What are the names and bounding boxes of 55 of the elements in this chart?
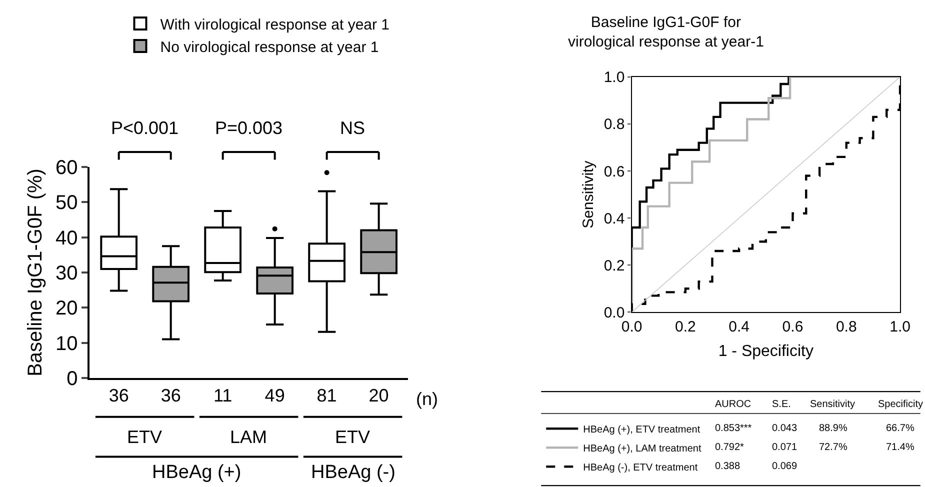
y-axis-title: Baseline IgG1-G0F (%) [24, 168, 46, 376]
legend-label: HBeAg (-), ETV treatment [583, 462, 698, 474]
text: AUROC [715, 399, 752, 410]
y-tick-label: 30 [55, 262, 78, 284]
legend-label: HBeAg (+), LAM treatment [583, 444, 702, 455]
text: LAM [230, 427, 268, 447]
text: ETV [335, 427, 370, 447]
text: 0.388 [715, 461, 740, 472]
x-tick-label: 49 [264, 386, 285, 406]
text: Specificity [878, 399, 924, 410]
text: S.E. [772, 399, 791, 410]
y-tick-label: 10 [55, 332, 78, 355]
x-tick-label: 20 [368, 386, 389, 406]
y-tick-label: 0 [66, 368, 78, 390]
x-tick-label: 0.8 [836, 318, 857, 336]
y-tick-label: 60 [55, 157, 78, 180]
text: 66.7% [886, 423, 914, 434]
x-axis-title: 1 - Specificity [718, 342, 814, 360]
text: 0.069 [772, 461, 798, 472]
y-tick-label: 40 [55, 227, 78, 250]
text: P=0.003 [215, 118, 283, 138]
text: 0.792* [715, 442, 744, 453]
x-tick-label: 81 [316, 386, 337, 406]
x-tick-label: 0.6 [782, 318, 804, 336]
text: 72.7% [819, 442, 848, 453]
y-tick-label: 1.0 [604, 69, 625, 86]
text: 0.071 [772, 442, 798, 453]
text: 71.4% [886, 442, 914, 453]
legend-label: No virological response at year 1 [160, 38, 379, 56]
x-tick-label: 0.2 [674, 318, 696, 336]
text: HBeAg (-) [311, 462, 396, 483]
text: NS [340, 118, 366, 138]
text: (n) [416, 389, 438, 409]
text: HBeAg (+) [152, 462, 242, 483]
text: Sensitivity [810, 399, 856, 410]
text: P<0.001 [111, 118, 179, 138]
y-tick-label: 0.2 [604, 257, 625, 274]
y-tick-label: 0.4 [604, 210, 625, 228]
text: 0.043 [772, 423, 798, 434]
x-tick-label: 36 [160, 386, 181, 406]
chart-title: Baseline IgG1-G0F for virological response at year-1 [568, 14, 764, 50]
x-tick-label: 11 [213, 386, 232, 406]
y-tick-label: 50 [55, 192, 78, 214]
y-tick-label: 20 [55, 298, 78, 320]
legend-label: HBeAg (+), ETV treatment [583, 424, 700, 436]
text: 88.9% [819, 423, 848, 434]
text: 0.853*** [715, 423, 752, 434]
y-axis-title: Sensitivity [580, 160, 598, 228]
x-tick-label: 36 [108, 386, 129, 406]
y-tick-label: 0.8 [604, 116, 625, 134]
text: ETV [127, 427, 162, 447]
x-tick-label: 1.0 [890, 318, 910, 336]
y-tick-label: 0.6 [604, 163, 625, 180]
legend-label: With virological response at year 1 [160, 16, 390, 34]
x-tick-label: 0.4 [728, 318, 750, 336]
